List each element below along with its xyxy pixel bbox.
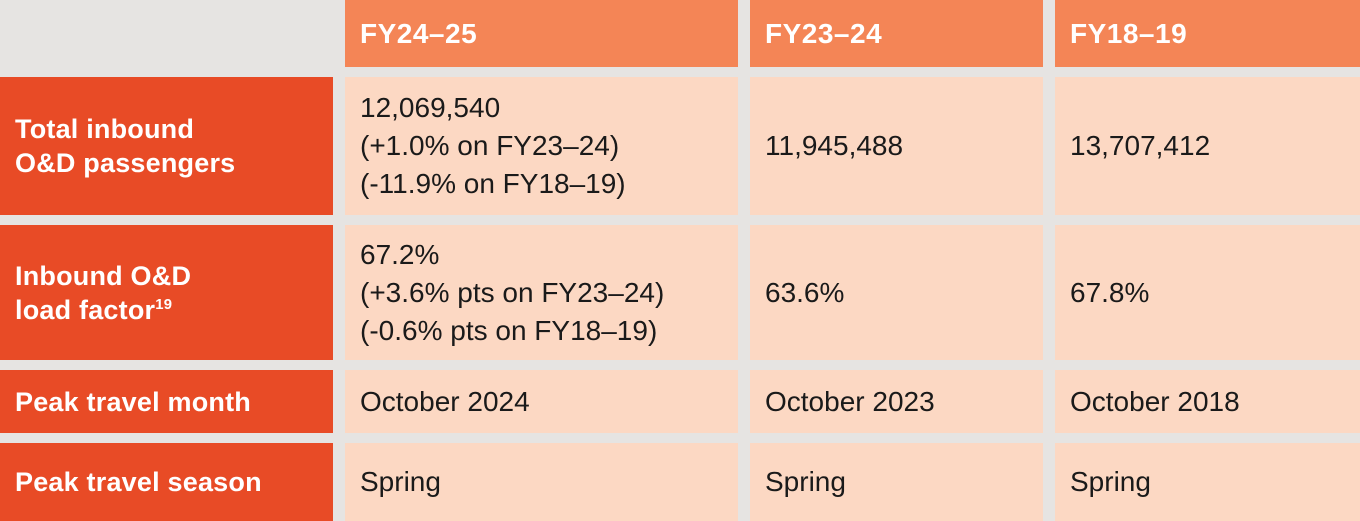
cell-peak-season-fy18-19: Spring	[1055, 443, 1360, 521]
cell-passengers-fy24-25: 12,069,540 (+1.0% on FY23–24) (-11.9% on…	[345, 77, 738, 215]
row-label-line: Peak travel season	[15, 467, 262, 497]
column-header-label: FY23–24	[765, 17, 883, 49]
row-label-line: Total inbound	[15, 114, 195, 144]
row-label-line: Peak travel month	[15, 386, 251, 417]
value-line: Spring	[1070, 466, 1151, 497]
column-header-fy24-25: FY24–25	[345, 0, 738, 67]
value-line: October 2023	[765, 385, 935, 417]
row-label-peak-travel-month: Peak travel month	[0, 370, 333, 433]
cell-passengers-fy18-19: 13,707,412	[1055, 77, 1360, 215]
cell-peak-month-fy23-24: October 2023	[750, 370, 1043, 433]
value-line: (-0.6% pts on FY18–19)	[360, 314, 658, 346]
footnote-marker: 19	[155, 296, 173, 313]
value-line: (+3.6% pts on FY23–24)	[360, 276, 665, 308]
cell-load-factor-fy23-24: 63.6%	[750, 225, 1043, 360]
corner-cell	[0, 0, 333, 67]
column-header-fy18-19: FY18–19	[1055, 0, 1360, 67]
value-line: 63.6%	[765, 276, 845, 308]
cell-load-factor-fy24-25: 67.2% (+3.6% pts on FY23–24) (-0.6% pts …	[345, 225, 738, 360]
value-line: 67.8%	[1070, 276, 1150, 308]
value-line: Spring	[360, 466, 441, 497]
row-label-line: Inbound O&D	[15, 260, 192, 291]
cell-peak-season-fy24-25: Spring	[345, 443, 738, 521]
row-label-peak-travel-season: Peak travel season	[0, 443, 333, 521]
cell-load-factor-fy18-19: 67.8%	[1055, 225, 1360, 360]
value-line: 67.2%	[360, 238, 440, 270]
value-line: October 2018	[1070, 385, 1240, 417]
row-label-total-inbound-od-passengers: Total inbound O&D passengers	[0, 77, 333, 215]
value-line: 12,069,540	[360, 92, 501, 123]
value-line: 11,945,488	[765, 130, 904, 161]
row-label-line: load factor19	[15, 293, 327, 327]
value-line: 13,707,412	[1070, 130, 1211, 161]
cell-peak-month-fy18-19: October 2018	[1055, 370, 1360, 433]
value-line: (-11.9% on FY18–19)	[360, 168, 626, 199]
value-line: (+1.0% on FY23–24)	[360, 130, 620, 161]
row-label-inbound-od-load-factor: Inbound O&D load factor19	[0, 225, 333, 360]
value-line: Spring	[765, 466, 846, 497]
row-label-text: load factor	[15, 294, 156, 325]
cell-peak-month-fy24-25: October 2024	[345, 370, 738, 433]
column-header-label: FY18–19	[1070, 17, 1188, 49]
value-line: October 2024	[360, 385, 530, 417]
column-header-label: FY24–25	[360, 17, 478, 49]
column-header-fy23-24: FY23–24	[750, 0, 1043, 67]
cell-peak-season-fy23-24: Spring	[750, 443, 1043, 521]
row-label-line: O&D passengers	[15, 148, 236, 178]
cell-passengers-fy23-24: 11,945,488	[750, 77, 1043, 215]
